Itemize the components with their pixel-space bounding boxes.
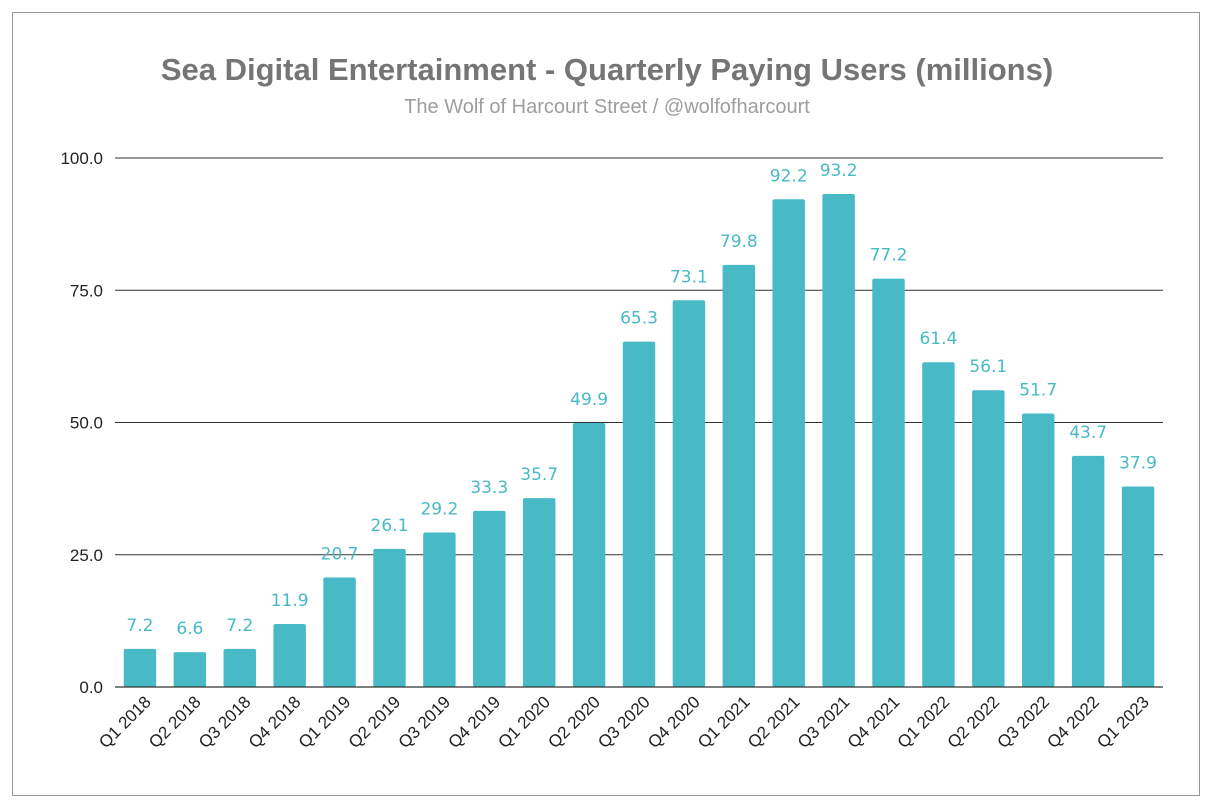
data-label: 65.3 [620,309,658,329]
data-label: 6.6 [176,619,203,639]
bar [423,532,456,687]
bar [223,648,256,687]
bar [922,362,955,687]
x-tick-label: Q3 2018 [195,692,255,752]
data-labels: 7.2 6.6 7.2 11.9 20.7 26.1 29.2 33.3 35.7 49.9 65.… [126,161,1157,639]
data-label: 73.1 [670,267,708,287]
x-tick-label: Q1 2019 [295,692,355,752]
data-label: 93.2 [820,161,858,181]
y-tick-label: 100.0 [60,149,103,168]
bar [772,199,805,687]
data-label: 7.2 [126,616,153,636]
x-tick-label: Q2 2021 [744,692,804,752]
data-label: 20.7 [321,544,359,564]
x-tick-label: Q3 2020 [594,692,654,752]
y-tick-label: 75.0 [70,281,103,300]
data-label: 29.2 [420,500,458,520]
x-tick-label: Q2 2022 [944,692,1004,752]
y-tick-label: 50.0 [70,414,103,433]
x-tick-label: Q4 2021 [844,692,904,752]
bar [972,390,1005,687]
bar [572,423,606,687]
bar [323,577,356,687]
data-label: 33.3 [470,478,508,498]
x-tick-label: Q2 2020 [544,692,604,752]
x-tick-label: Q3 2022 [994,692,1054,752]
bar [123,648,157,687]
bar [1022,413,1055,687]
x-tick-label: Q1 2023 [1093,692,1153,752]
y-tick-label: 0.0 [79,678,103,697]
data-label: 56.1 [969,357,1007,377]
chart-title: Sea Digital Entertainment - Quarterly Pa… [160,52,1054,87]
bar [173,652,207,687]
data-label: 49.9 [570,390,608,410]
x-tick-label: Q3 2019 [395,692,455,752]
bar [822,193,855,688]
data-label: 79.8 [720,232,758,252]
data-label: 43.7 [1069,423,1107,443]
chart-subtitle: The Wolf of Harcourt Street / @wolfofhar… [404,96,810,118]
bar [1071,455,1105,687]
data-label: 51.7 [1019,381,1057,401]
x-tick-label: Q4 2022 [1043,692,1103,752]
x-tick-label: Q1 2018 [95,692,155,752]
data-label: 26.1 [371,516,409,536]
x-tick-label: Q2 2019 [345,692,405,752]
y-tick-label: 25.0 [70,546,103,565]
data-label: 77.2 [870,246,908,266]
bar [522,498,556,687]
x-tick-label: Q1 2020 [494,692,554,752]
x-tick-label: Q1 2021 [694,692,754,752]
data-label: 35.7 [520,465,558,485]
data-label: 37.9 [1119,454,1157,474]
bar [872,278,905,687]
data-label: 92.2 [770,166,808,186]
x-tick-label: Q4 2018 [245,692,305,752]
x-tick-label: Q4 2019 [445,692,505,752]
data-label: 7.2 [226,616,253,636]
x-tick-label: Q4 2020 [644,692,704,752]
bar [473,510,506,687]
bar [1121,486,1155,687]
bar [273,624,306,687]
bar [722,264,756,687]
bars [123,193,1155,688]
bar [622,341,656,687]
bar [373,548,406,687]
x-tick-label: Q1 2022 [894,692,954,752]
data-label: 11.9 [271,591,309,611]
data-label: 61.4 [919,329,957,349]
bar [672,300,706,687]
x-tick-label: Q3 2021 [794,692,854,752]
x-tick-label: Q2 2018 [145,692,205,752]
